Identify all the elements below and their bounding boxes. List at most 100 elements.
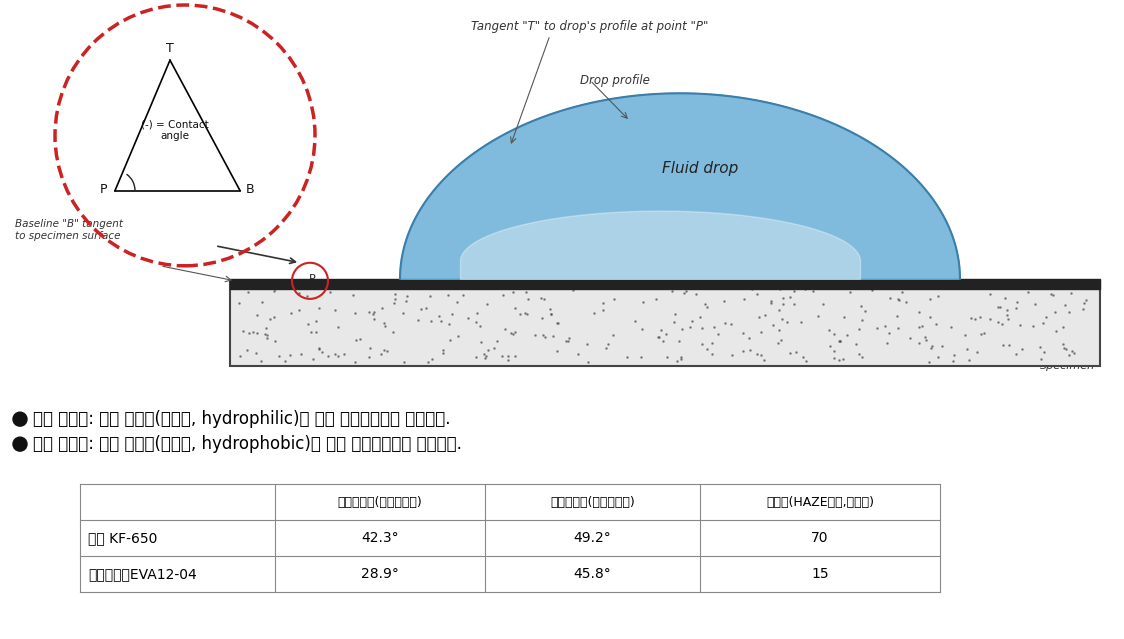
Point: [579, 357, 597, 367]
Point: [774, 293, 792, 303]
Point: [290, 305, 308, 315]
Point: [930, 352, 948, 362]
Point: [1063, 346, 1081, 357]
Point: [417, 303, 435, 313]
Point: [880, 328, 898, 339]
Point: [785, 286, 803, 296]
Point: [244, 327, 262, 337]
Point: [1024, 320, 1042, 330]
Point: [395, 357, 413, 367]
Point: [419, 357, 437, 367]
Point: [430, 311, 448, 321]
Point: [423, 353, 441, 364]
Point: [247, 310, 265, 320]
Point: [651, 283, 669, 293]
Point: [266, 335, 284, 346]
Point: [257, 330, 275, 340]
Point: [839, 330, 856, 341]
Point: [447, 297, 465, 307]
Point: [881, 293, 899, 303]
Point: [673, 324, 691, 334]
Point: [468, 352, 486, 362]
Point: [1034, 318, 1052, 328]
Point: [897, 296, 915, 307]
Point: [1042, 288, 1060, 298]
Point: [741, 333, 759, 343]
Point: [599, 339, 617, 349]
Point: [794, 283, 812, 293]
Point: [687, 289, 705, 300]
Text: 42.3°: 42.3°: [361, 531, 399, 545]
Point: [324, 279, 342, 289]
Point: [916, 332, 934, 342]
Point: [913, 321, 931, 332]
Point: [478, 350, 496, 360]
Point: [876, 321, 894, 331]
Point: [696, 298, 714, 309]
Point: [1012, 320, 1030, 330]
Text: 투명성(HAZE경시,보온성): 투명성(HAZE경시,보온성): [765, 496, 874, 509]
Point: [587, 281, 605, 291]
Polygon shape: [400, 93, 960, 279]
Point: [241, 328, 259, 338]
Point: [593, 279, 611, 289]
Point: [665, 316, 683, 327]
Point: [678, 286, 696, 296]
Point: [465, 280, 483, 290]
Point: [825, 329, 843, 339]
Point: [459, 312, 477, 323]
Point: [815, 298, 833, 309]
Point: [945, 350, 963, 360]
Point: [519, 293, 537, 304]
Point: [346, 308, 364, 318]
Point: [598, 343, 616, 353]
Point: [1025, 299, 1043, 309]
Point: [346, 357, 364, 367]
Point: [647, 293, 665, 304]
Point: [830, 355, 847, 366]
Point: [922, 295, 940, 305]
Point: [942, 321, 960, 332]
Point: [989, 317, 1007, 327]
Point: [747, 288, 765, 298]
Point: [1043, 290, 1061, 300]
Point: [261, 280, 279, 290]
Bar: [230, 279, 1100, 289]
Point: [825, 346, 843, 356]
Point: [360, 352, 378, 362]
Point: [1006, 349, 1024, 359]
Point: [1058, 344, 1076, 355]
Point: [769, 337, 787, 348]
Point: [255, 328, 273, 339]
Point: [516, 308, 534, 318]
Point: [409, 315, 427, 325]
Point: [422, 316, 439, 327]
Point: [690, 282, 708, 292]
Point: [715, 296, 733, 306]
Point: [750, 312, 768, 322]
Point: [454, 289, 472, 300]
Point: [495, 290, 513, 300]
Point: [326, 349, 344, 359]
Point: [282, 308, 300, 318]
Point: [1057, 300, 1075, 310]
Circle shape: [13, 437, 27, 451]
Point: [980, 314, 998, 324]
Point: [442, 335, 460, 346]
Point: [669, 356, 687, 366]
Text: 70: 70: [812, 531, 828, 545]
Point: [499, 351, 517, 361]
Point: [901, 333, 919, 343]
Point: [488, 282, 506, 292]
Point: [770, 305, 788, 315]
Point: [928, 291, 946, 301]
Text: T: T: [166, 42, 174, 55]
Point: [320, 288, 338, 298]
Point: [1054, 343, 1072, 353]
Point: [569, 349, 587, 359]
Point: [989, 302, 1007, 312]
Point: [544, 330, 562, 341]
Point: [1073, 304, 1091, 314]
Point: [999, 314, 1017, 324]
Point: [307, 316, 325, 326]
